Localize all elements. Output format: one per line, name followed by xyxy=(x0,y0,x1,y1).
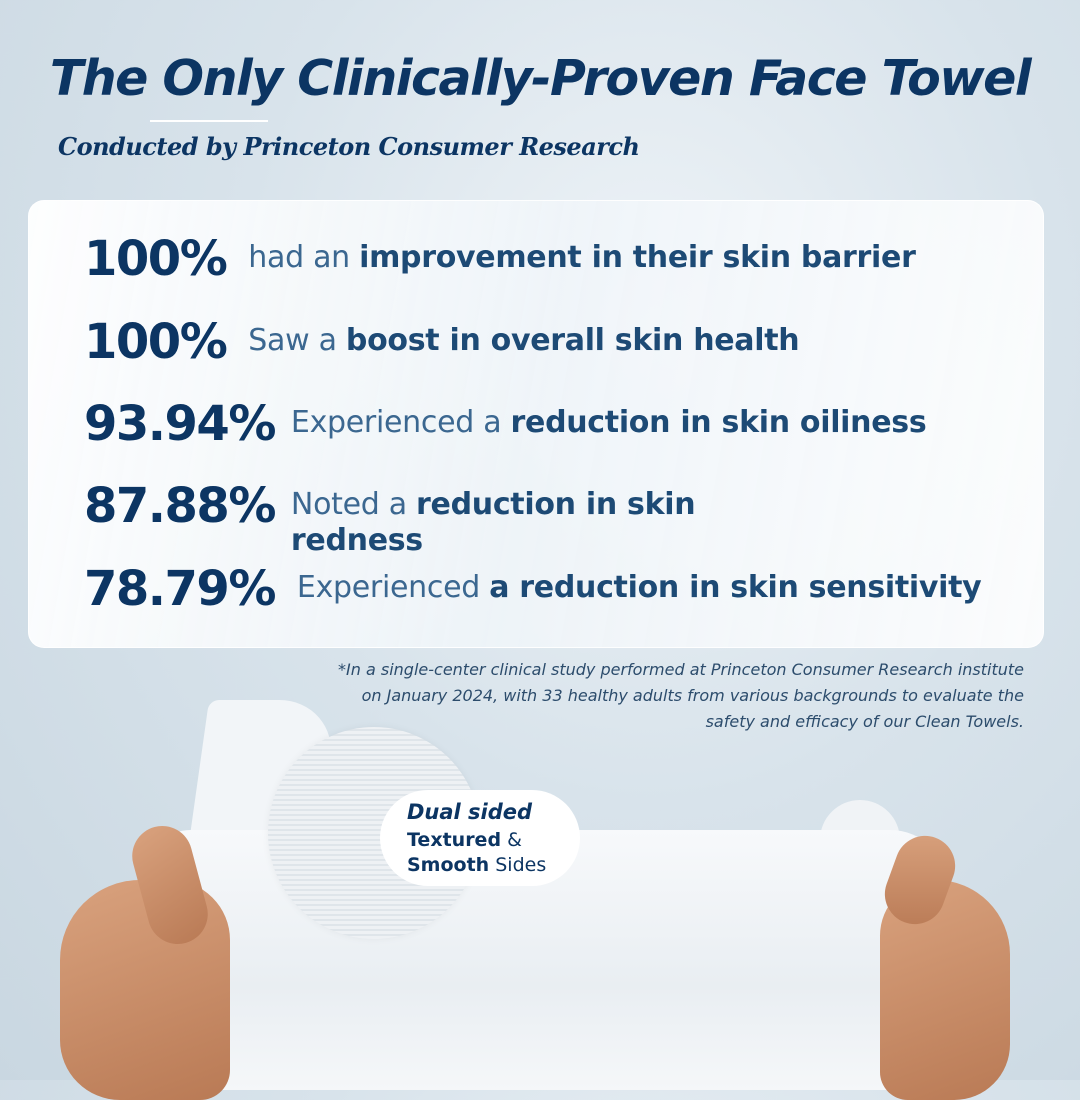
stat-row: 100% Saw a boost in overall skin health xyxy=(84,313,800,371)
stat-row: 78.79% Experienced a reduction in skin s… xyxy=(84,560,982,618)
stat-row: 87.88% Noted a reduction in skin redness xyxy=(84,477,731,559)
subtitle: Conducted by Princeton Consumer Research xyxy=(58,132,640,161)
stat-row: 93.94% Experienced a reduction in skin o… xyxy=(84,395,927,453)
stat-value: 100% xyxy=(84,231,228,287)
footnote: *In a single-center clinical study perfo… xyxy=(338,660,1024,731)
stat-text: Experienced a reduction in skin oiliness xyxy=(290,405,927,440)
title-underline-divider xyxy=(150,120,268,122)
stat-text: Experienced a reduction in skin sensitiv… xyxy=(296,570,982,605)
stat-text: had an improvement in their skin barrier xyxy=(248,240,916,275)
badge-text: Textured & Smooth Sides xyxy=(407,829,547,876)
stat-value: 87.88% xyxy=(84,478,276,534)
stat-text: Saw a boost in overall skin health xyxy=(248,323,800,358)
stat-value: 78.79% xyxy=(84,561,276,617)
headline: The Only Clinically-Proven Face Towel xyxy=(49,50,1032,107)
stat-text: Noted a reduction in skin redness xyxy=(290,487,696,558)
badge-title: Dual sided xyxy=(407,800,533,824)
stat-value: 100% xyxy=(84,314,228,370)
stat-row: 100% had an improvement in their skin ba… xyxy=(84,230,916,288)
dual-sided-badge xyxy=(380,790,580,886)
stat-value: 93.94% xyxy=(84,396,276,452)
stats-card: 100% had an improvement in their skin ba… xyxy=(28,200,1044,648)
